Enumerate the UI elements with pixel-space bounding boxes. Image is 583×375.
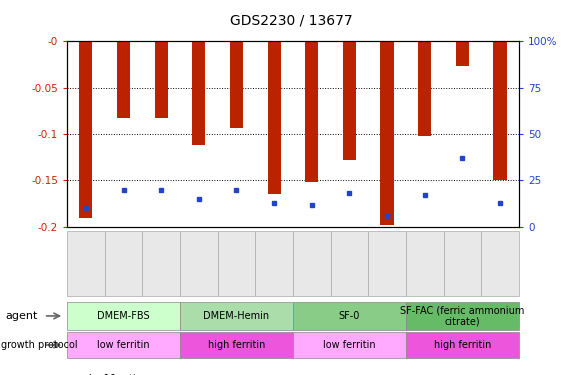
Text: low ferritin: low ferritin [97,340,150,350]
Bar [117,41,130,118]
Bar [230,41,243,128]
Text: SF-FAC (ferric ammonium
citrate): SF-FAC (ferric ammonium citrate) [400,305,525,327]
Bar [79,41,93,218]
Bar [343,41,356,160]
Text: DMEM-FBS: DMEM-FBS [97,311,150,321]
Bar [192,41,205,145]
Text: log10 ratio: log10 ratio [89,374,142,375]
Bar [493,41,507,180]
Bar [268,41,281,194]
Text: low ferritin: low ferritin [323,340,376,350]
Text: high ferritin: high ferritin [434,340,491,350]
Text: DMEM-Hemin: DMEM-Hemin [203,311,269,321]
Text: GDS2230 / 13677: GDS2230 / 13677 [230,13,353,27]
Bar [154,41,168,118]
Text: growth protocol: growth protocol [1,340,77,350]
Bar [381,41,394,225]
Bar [305,41,318,182]
Text: agent: agent [6,311,38,321]
Bar [456,41,469,66]
Bar [418,41,431,136]
Text: SF-0: SF-0 [339,311,360,321]
Text: high ferritin: high ferritin [208,340,265,350]
